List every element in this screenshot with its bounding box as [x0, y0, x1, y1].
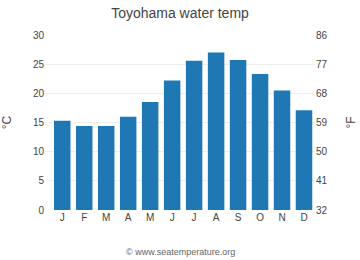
svg-text:77: 77	[316, 59, 328, 70]
svg-text:32: 32	[316, 205, 328, 216]
svg-text:J: J	[192, 212, 197, 223]
svg-text:A: A	[125, 212, 132, 223]
svg-text:M: M	[102, 212, 110, 223]
svg-text:15: 15	[33, 117, 45, 128]
svg-text:10: 10	[33, 146, 45, 157]
svg-text:°F: °F	[344, 116, 358, 128]
svg-text:D: D	[300, 212, 307, 223]
svg-text:20: 20	[33, 88, 45, 99]
svg-text:© www.seatemperature.org: © www.seatemperature.org	[126, 247, 235, 257]
svg-text:F: F	[81, 212, 87, 223]
svg-text:N: N	[278, 212, 285, 223]
svg-text:M: M	[146, 212, 154, 223]
svg-text:A: A	[213, 212, 220, 223]
svg-text:25: 25	[33, 59, 45, 70]
svg-text:S: S	[235, 212, 242, 223]
svg-text:J: J	[170, 212, 175, 223]
svg-text:41: 41	[316, 175, 328, 186]
svg-text:O: O	[256, 212, 264, 223]
svg-text:86: 86	[316, 30, 328, 41]
svg-text:68: 68	[316, 88, 328, 99]
svg-text:50: 50	[316, 146, 328, 157]
svg-text:59: 59	[316, 117, 328, 128]
svg-text:Toyohama water temp: Toyohama water temp	[111, 5, 249, 21]
svg-text:30: 30	[33, 30, 45, 41]
svg-text:5: 5	[38, 175, 44, 186]
svg-text:0: 0	[38, 205, 44, 216]
svg-text:J: J	[60, 212, 65, 223]
svg-text:°C: °C	[0, 115, 14, 129]
